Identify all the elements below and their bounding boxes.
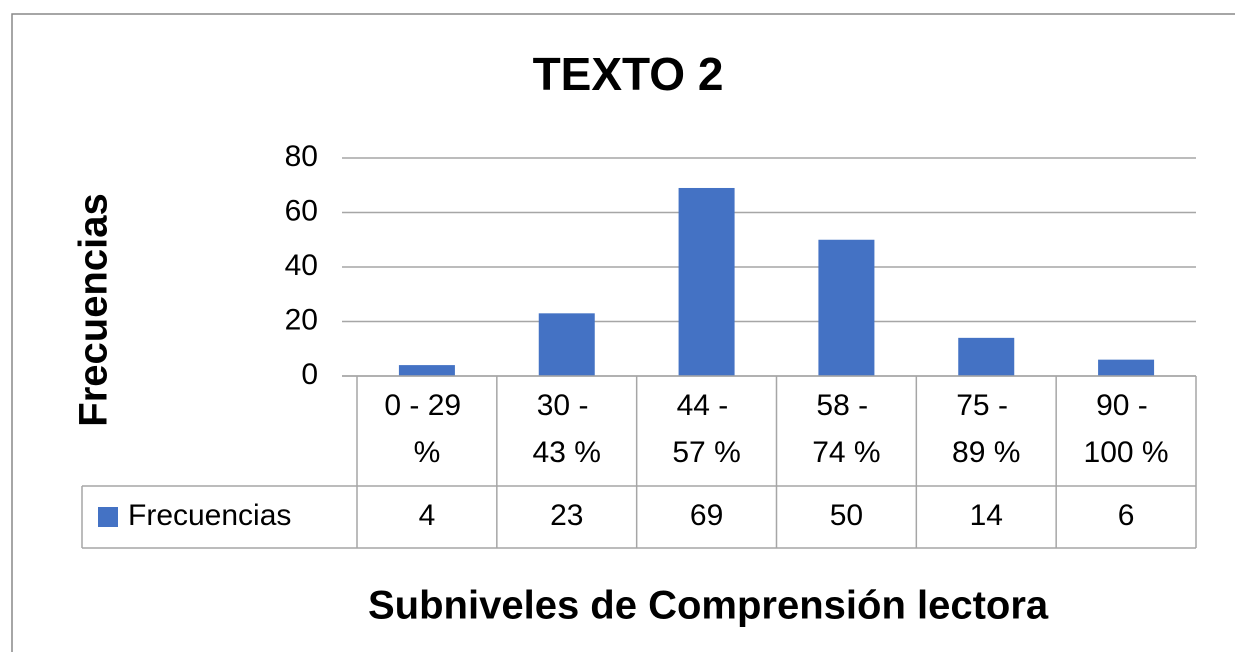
bar	[958, 337, 1015, 376]
legend-swatch	[98, 507, 118, 527]
chart-title: TEXTO 2	[533, 48, 724, 100]
bar	[538, 313, 595, 376]
bar	[1098, 359, 1155, 376]
table-value: 6	[1118, 499, 1135, 532]
x-tick-label: 75 - 89 %	[952, 389, 1020, 469]
y-tick-label: 60	[285, 194, 318, 227]
table-value: 69	[690, 499, 723, 532]
table-value: 23	[550, 499, 583, 532]
y-tick-label: 20	[285, 303, 318, 336]
y-tick-label: 40	[285, 249, 318, 282]
x-tick-label: 44 - 57 %	[672, 389, 740, 469]
x-tick-label: 90 - 100 %	[1084, 389, 1169, 469]
x-tick-label: 30 - 43 %	[533, 389, 601, 469]
bar	[398, 365, 455, 376]
x-tick-label: 0 - 29 %	[384, 389, 469, 469]
y-axis-title: Frecuencias	[72, 193, 116, 426]
x-tick-label: 58 - 74 %	[812, 389, 880, 469]
bar	[818, 239, 875, 376]
table-value: 14	[970, 499, 1003, 532]
chart-frame	[11, 13, 1235, 652]
bar	[678, 187, 735, 376]
y-tick-label: 0	[301, 358, 318, 391]
table-value: 50	[830, 499, 863, 532]
y-tick-label: 80	[285, 140, 318, 173]
table-value: 4	[419, 499, 436, 532]
x-axis-title: Subniveles de Comprensión lectora	[368, 584, 1049, 628]
legend-label: Frecuencias	[128, 499, 291, 532]
